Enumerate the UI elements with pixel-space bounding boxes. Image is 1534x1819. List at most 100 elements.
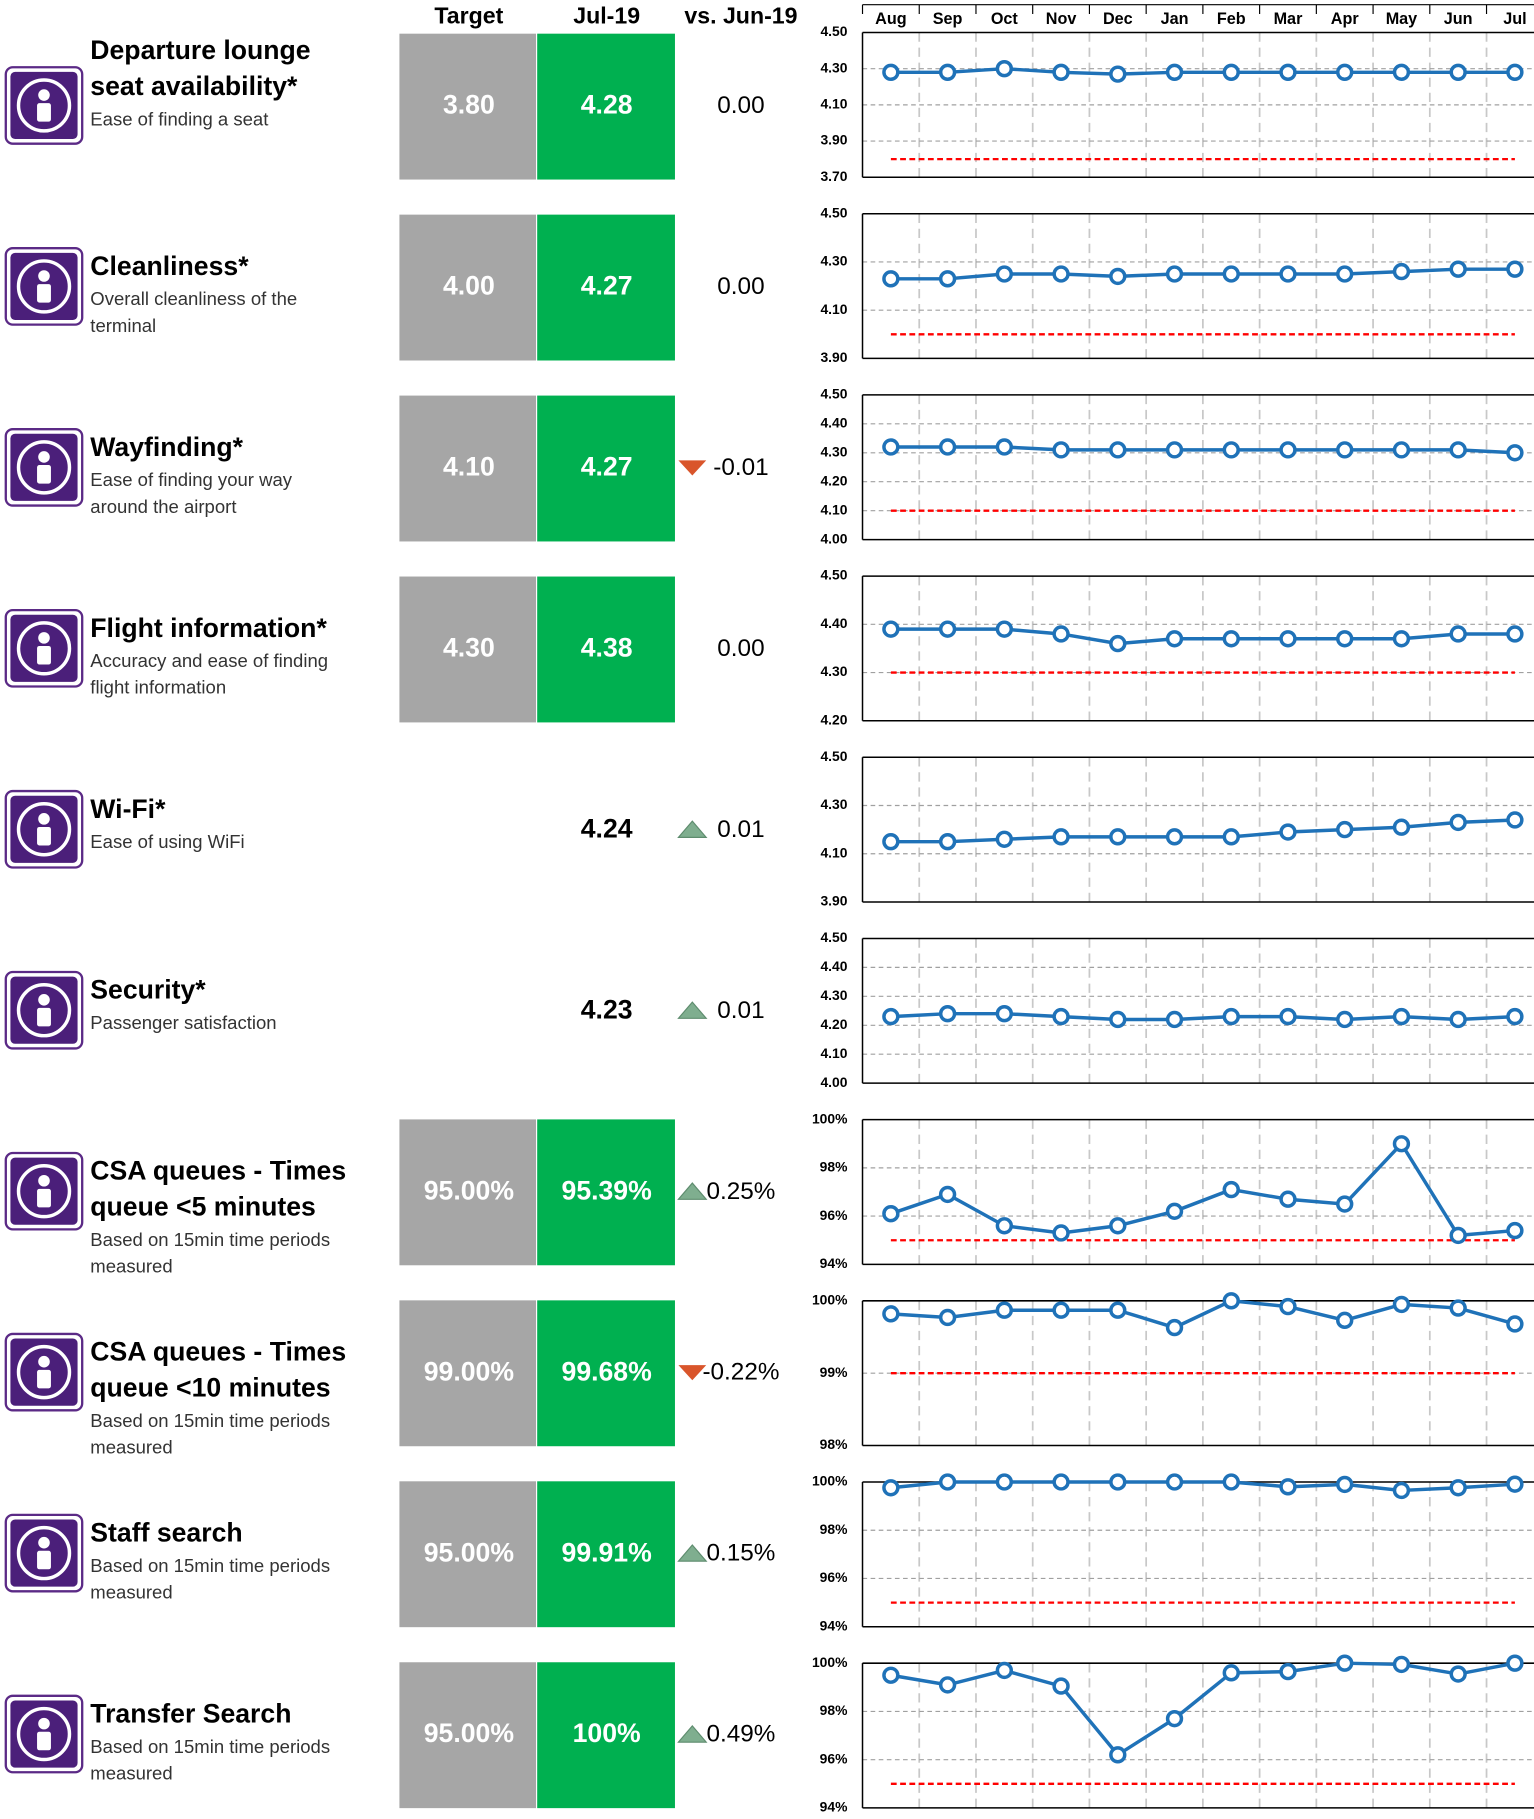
up-arrow (677, 1001, 708, 1019)
y-tick-label: 100% (812, 1654, 848, 1670)
data-point (1506, 1315, 1524, 1333)
data-point (1222, 265, 1240, 283)
change-value: 0.01 (717, 816, 764, 843)
month-label: Feb (1217, 10, 1246, 28)
data-point (1392, 1295, 1411, 1314)
data-point (882, 1007, 900, 1026)
change-value: 0.15% (706, 1540, 775, 1567)
actual-box (537, 1481, 675, 1628)
y-tick-label: 4.10 (820, 501, 847, 517)
data-point (1109, 1301, 1127, 1319)
data-point (1449, 1665, 1467, 1683)
row-subtitle: measured (90, 1436, 172, 1457)
data-point (938, 270, 957, 288)
y-tick-label: 3.90 (820, 893, 847, 909)
y-tick-label: 4.50 (820, 386, 847, 402)
data-point (1336, 820, 1354, 839)
change-value: -0.22% (702, 1359, 779, 1386)
actual-value: 4.27 (581, 452, 633, 482)
y-tick-label: 100% (812, 1291, 848, 1307)
data-point (938, 438, 957, 456)
series-line (890, 1140, 1516, 1238)
data-point (1052, 1007, 1070, 1026)
target-value: 4.00 (443, 271, 495, 301)
target-box (399, 33, 537, 180)
up-arrow (677, 1182, 708, 1200)
change-value: 0.01 (717, 997, 764, 1024)
row-subtitle: Passenger satisfaction (90, 1012, 276, 1033)
row-subtitle: Ease of finding a seat (90, 108, 269, 129)
data-point (1222, 1664, 1240, 1682)
data-point (995, 1301, 1014, 1319)
target-value: 95.00% (424, 1537, 514, 1567)
y-tick-label: 98% (820, 1521, 848, 1537)
actual-value: 4.27 (581, 271, 633, 301)
change-value: 0.00 (717, 635, 764, 662)
data-point (1336, 63, 1354, 81)
target-box (399, 1300, 537, 1447)
data-point (1449, 813, 1467, 832)
data-point (1279, 823, 1297, 841)
month-label: Dec (1103, 10, 1133, 28)
line-chart: 3.90 4.10 4.30 4.50 (820, 204, 1534, 365)
row-subtitle: Overall cleanliness of the (90, 288, 297, 309)
data-point (1506, 63, 1524, 81)
data-point (1336, 1010, 1354, 1029)
row-subtitle: Based on 15min time periods (90, 1410, 330, 1431)
icon-ring (16, 1706, 72, 1762)
row-subtitle: Ease of using WiFi (90, 831, 244, 852)
change-value: 0.49% (706, 1721, 775, 1748)
data-point (1052, 1677, 1070, 1695)
data-point (1279, 1478, 1297, 1496)
target-box (399, 1481, 537, 1628)
data-point (1506, 444, 1524, 462)
change-value: 0.00 (717, 92, 764, 119)
month-label: Aug (875, 10, 906, 28)
data-point (1165, 630, 1184, 648)
data-point (1279, 63, 1297, 81)
data-point (1279, 1007, 1297, 1026)
target-box (399, 214, 537, 361)
up-arrow (677, 1544, 708, 1562)
actual-value: 4.38 (581, 633, 633, 663)
column-header: vs. Jun-19 (684, 3, 797, 29)
month-label: Jul (1503, 10, 1526, 28)
data-point (938, 1185, 957, 1204)
data-point (1222, 441, 1240, 459)
data-point (1222, 1180, 1240, 1199)
icon-glyph (38, 1717, 50, 1730)
month-label: Oct (991, 10, 1019, 28)
data-point (1279, 1190, 1297, 1208)
row-subtitle: measured (90, 1255, 172, 1276)
target-value: 3.80 (443, 90, 495, 120)
y-tick-label: 3.70 (820, 168, 847, 184)
y-tick-label: 3.90 (820, 132, 847, 148)
y-tick-label: 4.30 (820, 987, 847, 1003)
row-subtitle: Based on 15min time periods (90, 1229, 330, 1250)
data-point (1392, 818, 1411, 836)
y-tick-label: 96% (820, 1569, 848, 1585)
data-point (1165, 1010, 1184, 1029)
data-point (882, 438, 900, 456)
y-tick-label: 3.90 (820, 349, 847, 365)
data-point (1336, 1311, 1354, 1330)
data-point (938, 1005, 957, 1023)
series-line (890, 1480, 1516, 1493)
icon-ring (16, 1163, 72, 1219)
data-point (1392, 1655, 1411, 1674)
data-point (995, 830, 1014, 848)
row-subtitle: Based on 15min time periods (90, 1736, 330, 1757)
icon-ring (16, 983, 72, 1038)
up-arrow (677, 1725, 708, 1743)
data-point (1449, 625, 1467, 643)
data-point (1109, 65, 1127, 83)
data-point (1222, 630, 1240, 648)
y-tick-label: 100% (812, 1110, 848, 1126)
icon-ring (16, 78, 72, 133)
icon-glyph (37, 1550, 51, 1570)
target-box (399, 576, 537, 723)
data-point (1449, 260, 1467, 278)
data-point (1165, 1709, 1184, 1728)
down-arrow (678, 1365, 707, 1381)
